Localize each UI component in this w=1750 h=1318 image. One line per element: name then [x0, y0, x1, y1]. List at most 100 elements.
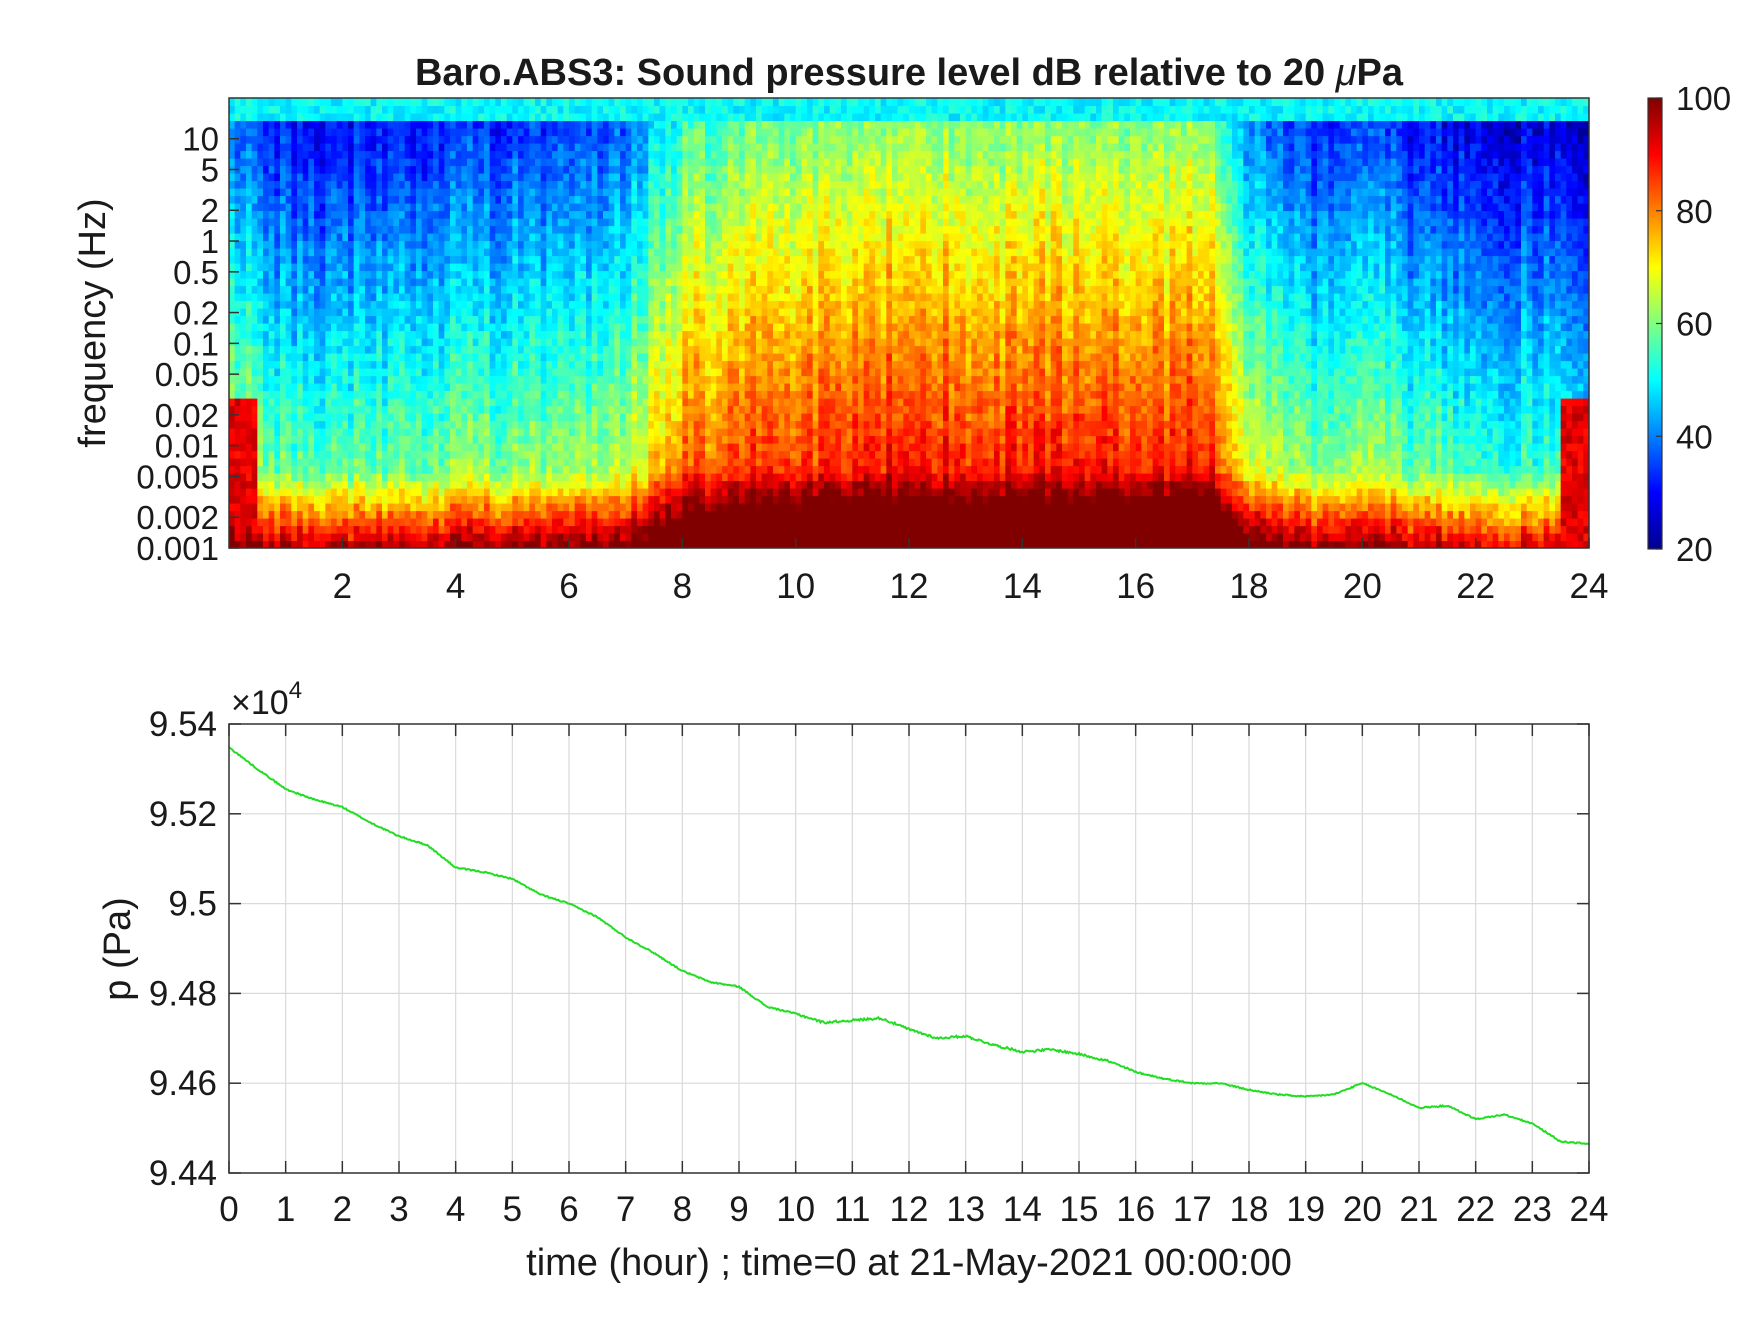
spectrogram-cell	[433, 210, 440, 219]
spectrogram-cell	[376, 263, 383, 272]
spectrogram-cell	[501, 540, 508, 548]
spectrogram-cell	[427, 510, 434, 519]
spectrogram-cell	[455, 330, 462, 339]
spectrogram-cell	[365, 503, 372, 512]
spectrogram-cell	[552, 180, 559, 189]
spectrogram-cell	[461, 465, 468, 474]
spectrogram-cell	[433, 533, 440, 542]
spectrogram-cell	[461, 195, 468, 204]
spectrogram-cell	[665, 420, 672, 429]
spectrogram-cell	[455, 518, 462, 527]
spectrogram-cell	[404, 255, 411, 264]
spectrogram-cell	[257, 360, 264, 369]
spectrogram-cell	[404, 113, 411, 122]
spectrogram-cell	[597, 360, 604, 369]
spectrogram-cell	[410, 218, 417, 227]
spectrogram-cell	[495, 488, 502, 497]
spectrogram-cell	[433, 158, 440, 167]
spectrogram-cell	[359, 428, 366, 437]
spectrogram-cell	[535, 383, 542, 392]
spectrogram-cell	[359, 495, 366, 504]
spectrogram-cell	[608, 353, 615, 362]
spectrogram-cell	[597, 105, 604, 114]
spectrogram-cell	[676, 510, 683, 519]
spectrogram-cell	[569, 158, 576, 167]
spectrogram-cell	[291, 270, 298, 279]
spectrogram-cell	[285, 390, 292, 399]
spectrogram-cell	[574, 443, 581, 452]
spectrogram-cell	[342, 180, 349, 189]
spectrogram-cell	[512, 255, 519, 264]
spectrogram-cell	[297, 443, 304, 452]
spectrogram-cell	[529, 263, 536, 272]
spectrogram-cell	[552, 285, 559, 294]
spectrogram-cell	[512, 240, 519, 249]
spectrogram-cell	[387, 510, 394, 519]
spectrogram-cell	[376, 120, 383, 129]
spectrogram-cell	[518, 285, 525, 294]
spectrogram-cell	[546, 495, 553, 504]
spectrogram-cell	[336, 353, 343, 362]
spectrogram-cell	[308, 135, 315, 144]
spectrogram-cell	[693, 180, 700, 189]
spectrogram-cell	[263, 293, 270, 302]
spectrogram-cell	[546, 435, 553, 444]
spectrogram-cell	[586, 278, 593, 287]
spectrogram-cell	[523, 255, 530, 264]
spectrogram-cell	[693, 323, 700, 332]
spectrogram-cell	[603, 405, 610, 414]
spectrogram-cell	[614, 398, 621, 407]
spectrogram-cell	[444, 150, 451, 159]
spectrogram-cell	[688, 533, 695, 542]
spectrogram-cell	[274, 353, 281, 362]
spectrogram-cell	[467, 300, 474, 309]
spectrogram-cell	[274, 368, 281, 377]
spectrogram-cell	[342, 465, 349, 474]
spectrogram-cell	[631, 308, 638, 317]
spectrogram-cell	[665, 210, 672, 219]
spectrogram-cell	[268, 308, 275, 317]
spectrogram-cell	[291, 413, 298, 422]
spectrogram-cell	[274, 248, 281, 257]
spectrogram-cell	[472, 360, 479, 369]
spectrogram-cell	[280, 503, 287, 512]
spectrogram-cell	[529, 135, 536, 144]
spectrogram-cell	[654, 113, 661, 122]
spectrogram-cell	[557, 285, 564, 294]
spectrogram-cell	[257, 338, 264, 347]
spectrogram-cell	[302, 405, 309, 414]
spectrogram-cell	[659, 518, 666, 527]
spectrogram-cell	[512, 443, 519, 452]
spectrogram-cell	[251, 225, 258, 234]
spectrogram-cell	[455, 150, 462, 159]
spectrogram-cell	[268, 98, 275, 107]
spectrogram-cell	[410, 413, 417, 422]
spectrogram-cell	[348, 270, 355, 279]
spectrogram-cell	[467, 120, 474, 129]
spectrogram-cell	[467, 323, 474, 332]
spectrogram-cell	[274, 173, 281, 182]
spectrogram-cell	[416, 390, 423, 399]
spectrogram-cell	[382, 128, 389, 137]
spectrogram-cell	[319, 390, 326, 399]
spectrogram-cell	[671, 135, 678, 144]
spectrogram-cell	[246, 473, 253, 482]
spectrogram-cell	[614, 473, 621, 482]
spectrogram-cell	[648, 398, 655, 407]
spectrogram-cell	[642, 188, 649, 197]
spectrogram-cell	[461, 360, 468, 369]
spectrogram-cell	[563, 248, 570, 257]
spectrogram-cell	[569, 278, 576, 287]
spectrogram-cell	[427, 150, 434, 159]
spectrogram-cell	[427, 135, 434, 144]
spectrogram-cell	[540, 540, 547, 548]
spectrogram-cell	[489, 113, 496, 122]
spectrogram-cell	[478, 113, 485, 122]
spectrogram-cell	[450, 540, 457, 548]
spectrogram-cell	[365, 293, 372, 302]
spectrogram-cell	[387, 203, 394, 212]
spectrogram-cell	[540, 488, 547, 497]
spectrogram-cell	[501, 428, 508, 437]
spectrogram-cell	[246, 188, 253, 197]
spectrogram-cell	[274, 360, 281, 369]
